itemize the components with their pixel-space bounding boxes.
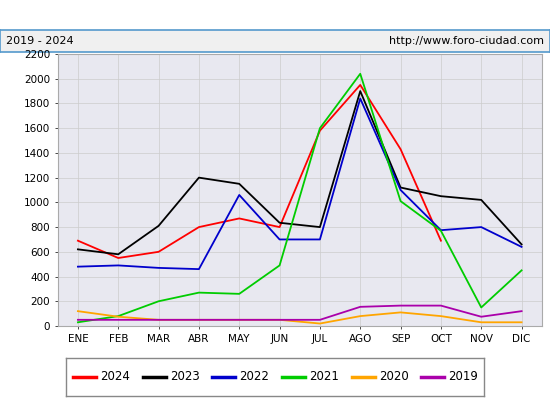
Text: http://www.foro-ciudad.com: http://www.foro-ciudad.com [389, 36, 544, 46]
Text: 2024: 2024 [100, 370, 130, 384]
Text: 2019 - 2024: 2019 - 2024 [6, 36, 73, 46]
Text: 2020: 2020 [379, 370, 409, 384]
Text: Evolucion Nº Turistas Nacionales en el municipio de Bonilla de la Sierra: Evolucion Nº Turistas Nacionales en el m… [14, 8, 536, 22]
Text: 2021: 2021 [309, 370, 339, 384]
Text: 2022: 2022 [239, 370, 270, 384]
Text: 2019: 2019 [448, 370, 478, 384]
Text: 2023: 2023 [170, 370, 200, 384]
